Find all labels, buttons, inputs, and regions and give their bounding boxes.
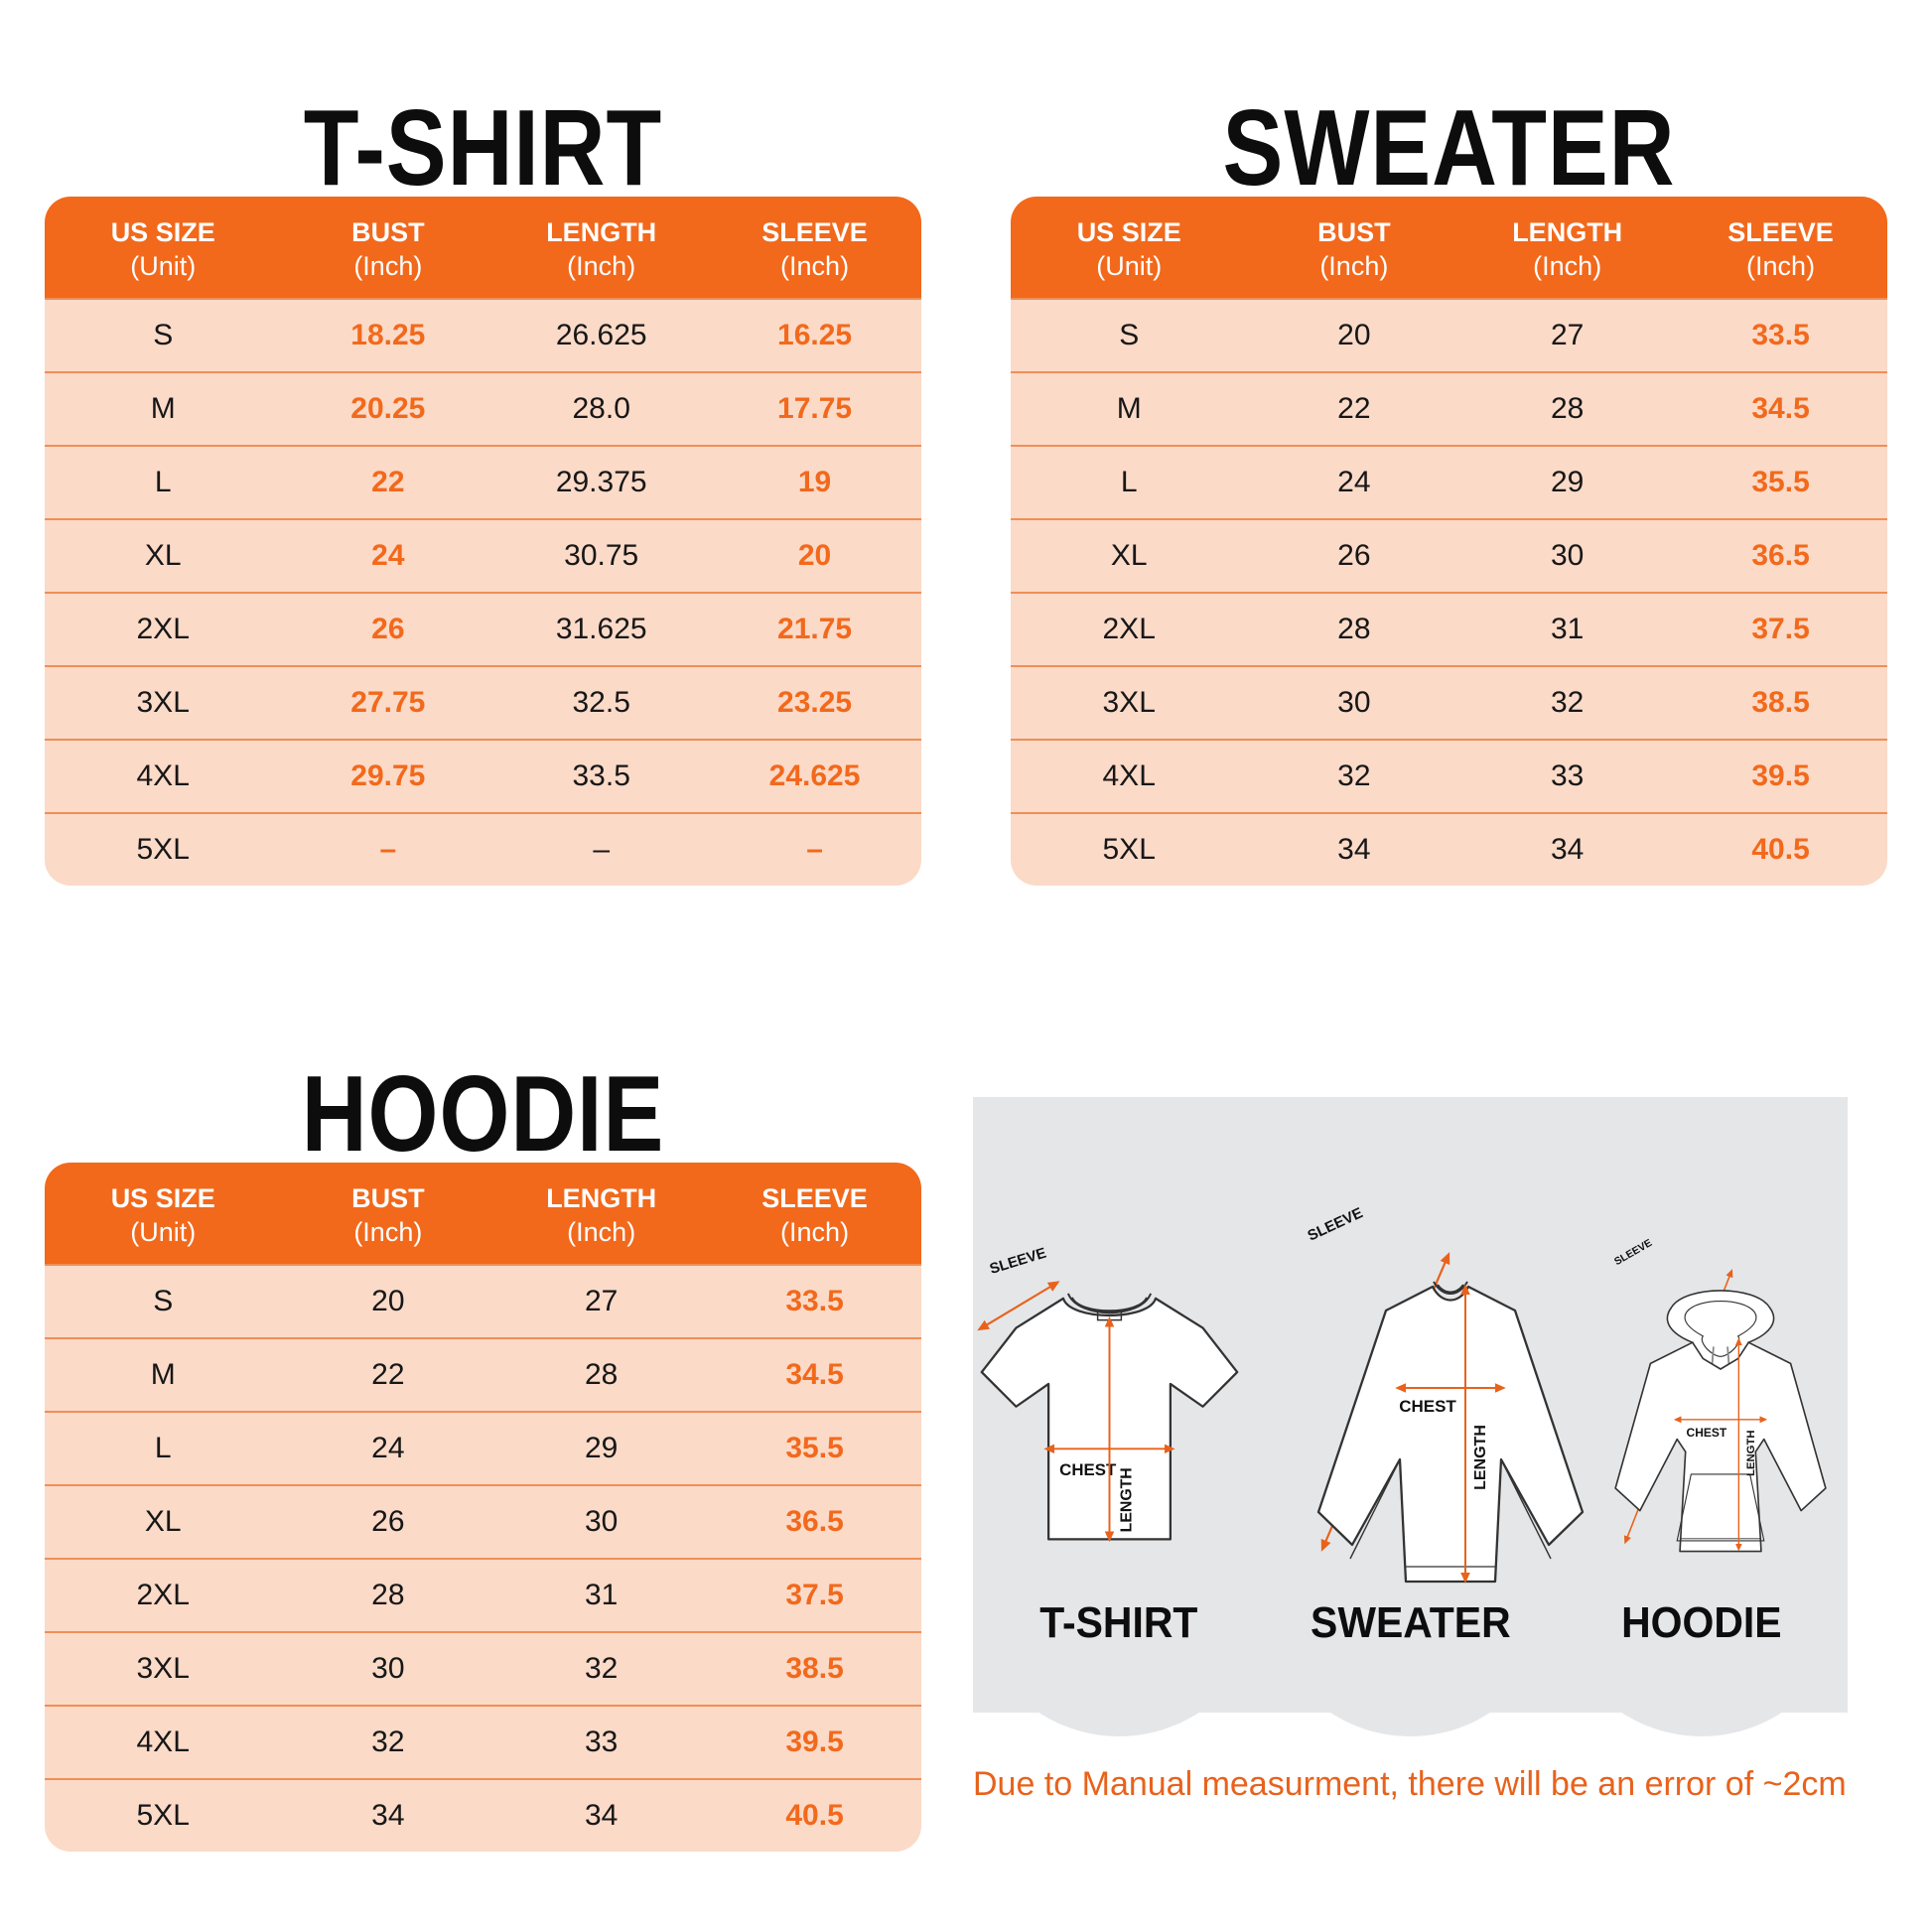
svg-text:CHEST: CHEST <box>1399 1397 1456 1416</box>
svg-text:LENGTH: LENGTH <box>1472 1425 1489 1490</box>
svg-text:LENGTH: LENGTH <box>1745 1431 1757 1476</box>
svg-text:CHEST: CHEST <box>1687 1426 1727 1440</box>
svg-text:LENGTH: LENGTH <box>1118 1467 1135 1532</box>
svg-text:CHEST: CHEST <box>1059 1460 1117 1479</box>
